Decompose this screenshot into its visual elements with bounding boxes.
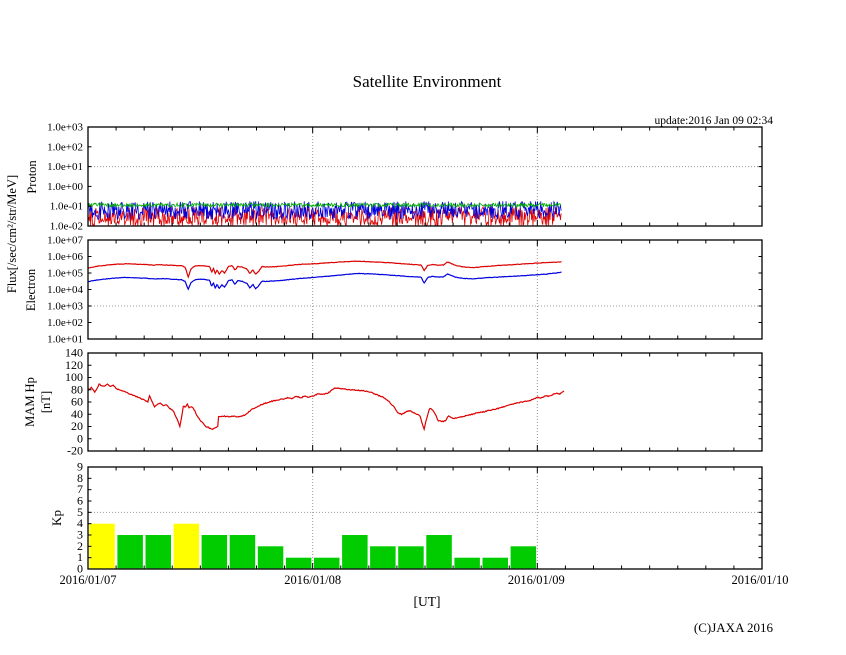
kp-bar xyxy=(229,535,256,569)
y-tick-label: 1.0e+03 xyxy=(47,301,83,313)
y-tick-label: 2 xyxy=(77,539,83,553)
y-tick-label: 6 xyxy=(77,494,83,508)
y-tick-label: 1.0e+02 xyxy=(47,317,83,329)
y-tick-label: 20 xyxy=(71,419,83,433)
kp-panel-label: Kp xyxy=(49,510,64,526)
y-tick-label: 0 xyxy=(77,562,83,576)
y-tick-label: 1.0e-02 xyxy=(50,221,83,233)
y-tick-label: 1.0e+02 xyxy=(47,141,83,153)
kp-bar xyxy=(89,523,115,569)
kp-bar xyxy=(201,535,228,569)
x-tick-label-jan09: 2016/01/09 xyxy=(508,573,565,587)
electron-panel-label: Electron xyxy=(24,268,38,311)
mam-hp-unit-label: [nT] xyxy=(39,391,53,413)
y-tick-label: 120 xyxy=(65,358,83,372)
series-proton-red xyxy=(87,205,562,228)
panel-electron: 1.0e+07 1.0e+06 1.0e+05 1.0e+04 1.0e+03 1.0e+… xyxy=(47,235,763,346)
kp-bar xyxy=(342,535,368,569)
kp-bar xyxy=(257,546,284,569)
y-tick-label: -20 xyxy=(67,444,83,458)
kp-bar xyxy=(398,546,424,569)
x-tick-label-jan10: 2016/01/10 xyxy=(732,573,789,587)
page-title: Satellite Environment xyxy=(353,72,502,91)
y-tick-label: 1.0e+06 xyxy=(47,251,83,263)
mam-hp-panel-label: MAM Hp xyxy=(23,377,37,427)
y-tick-label: 100 xyxy=(65,370,83,384)
kp-bar xyxy=(370,546,396,569)
kp-bar xyxy=(314,557,340,569)
series-electron-red xyxy=(87,260,562,279)
y-tick-label: 60 xyxy=(71,395,83,409)
flux-axis-label: Flux[/sec/cm²/str/MeV] xyxy=(5,175,19,293)
y-tick-label: 1.0e+07 xyxy=(47,235,83,247)
kp-bar xyxy=(510,546,537,569)
series-electron-blue xyxy=(87,271,562,291)
y-tick-label: 1.0e+04 xyxy=(47,284,83,296)
y-tick-label: 1.0e+00 xyxy=(47,181,83,193)
x-tick-label-jan08: 2016/01/08 xyxy=(284,573,341,587)
y-tick-label: 0 xyxy=(77,431,83,445)
kp-bar xyxy=(117,535,143,569)
series-proton-green xyxy=(87,201,562,209)
update-timestamp: update:2016 Jan 09 02:34 xyxy=(655,115,774,127)
y-tick-label: 1 xyxy=(77,550,83,564)
panel-proton: 1.0e+03 1.0e+02 1.0e+01 1.0e+00 1.0e-01 1.0e-… xyxy=(47,122,763,233)
kp-bar xyxy=(173,523,200,569)
kp-bar xyxy=(454,557,480,569)
copyright-label: (C)JAXA 2016 xyxy=(694,620,774,635)
series-mam-hp-red xyxy=(87,383,565,432)
y-tick-label: 9 xyxy=(77,460,83,474)
kp-bar xyxy=(482,557,508,569)
proton-panel-label: Proton xyxy=(25,160,39,194)
y-tick-label: 1.0e-01 xyxy=(50,201,83,213)
y-tick-label: 8 xyxy=(77,471,83,485)
y-tick-label: 1.0e+05 xyxy=(47,268,83,280)
kp-bar xyxy=(426,535,452,569)
x-tick-label-jan07: 2016/01/07 xyxy=(60,573,117,587)
y-tick-label: 3 xyxy=(77,528,83,542)
y-tick-label: 140 xyxy=(65,346,83,360)
y-tick-label: 4 xyxy=(77,516,83,530)
y-tick-label: 1.0e+03 xyxy=(47,122,83,134)
y-tick-label: 1.0e+01 xyxy=(47,334,83,346)
series-proton-blue xyxy=(87,200,562,221)
x-axis-unit-label: [UT] xyxy=(414,594,441,609)
y-tick-label: 80 xyxy=(71,382,83,396)
y-tick-label: 5 xyxy=(77,505,83,519)
kp-bar xyxy=(145,535,171,569)
y-tick-label: 1.0e+01 xyxy=(47,161,83,173)
kp-bar xyxy=(285,557,312,569)
panels-group: 1.0e+03 1.0e+02 1.0e+01 1.0e+00 1.0e-01 1.0e-… xyxy=(47,122,763,576)
y-tick-label: 7 xyxy=(77,482,83,496)
y-tick-label: 40 xyxy=(71,407,83,421)
